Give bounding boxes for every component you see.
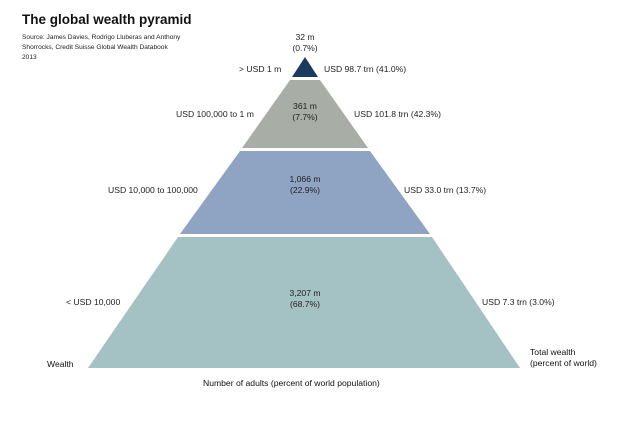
adults-axis-label: Number of adults (percent of world popul… [203, 378, 380, 388]
tier-base-total-wealth: USD 7.3 trn (3.0%) [482, 297, 555, 307]
tier-upper-middle-adults: 361 m (7.7%) [292, 101, 318, 122]
tier-lower-middle-total-wealth: USD 33.0 trn (13.7%) [404, 185, 487, 195]
tier-upper-middle-wealth-range: USD 100,000 to 1 m [176, 109, 254, 119]
tier-top-wealth-range: > USD 1 m [239, 64, 282, 74]
tier-lower-middle-segment [180, 151, 430, 234]
tier-base-wealth-range: < USD 10,000 [66, 297, 121, 307]
tier-top-adults: 32 m (0.7%) [292, 32, 318, 53]
tier-top-segment [292, 57, 318, 77]
tier-base-adults: 3,207 m (68.7%) [289, 288, 321, 309]
tier-base-segment [88, 237, 520, 368]
wealth-axis-label: Wealth [47, 359, 74, 369]
tier-upper-middle-segment [242, 80, 368, 148]
source-note: Source: James Davies, Rodrigo Lluberas a… [22, 34, 181, 61]
tier-lower-middle-adults: 1,066 m (22.9%) [289, 174, 321, 195]
diagram-title: The global wealth pyramid [22, 12, 192, 27]
tier-top-total-wealth: USD 98.7 trn (41.0%) [324, 64, 407, 74]
tier-upper-middle-total-wealth: USD 101.8 trn (42.3%) [354, 109, 441, 119]
total-wealth-axis-label: Total wealth (percent of world) [530, 347, 597, 368]
tier-lower-middle-wealth-range: USD 10,000 to 100,000 [108, 185, 198, 195]
